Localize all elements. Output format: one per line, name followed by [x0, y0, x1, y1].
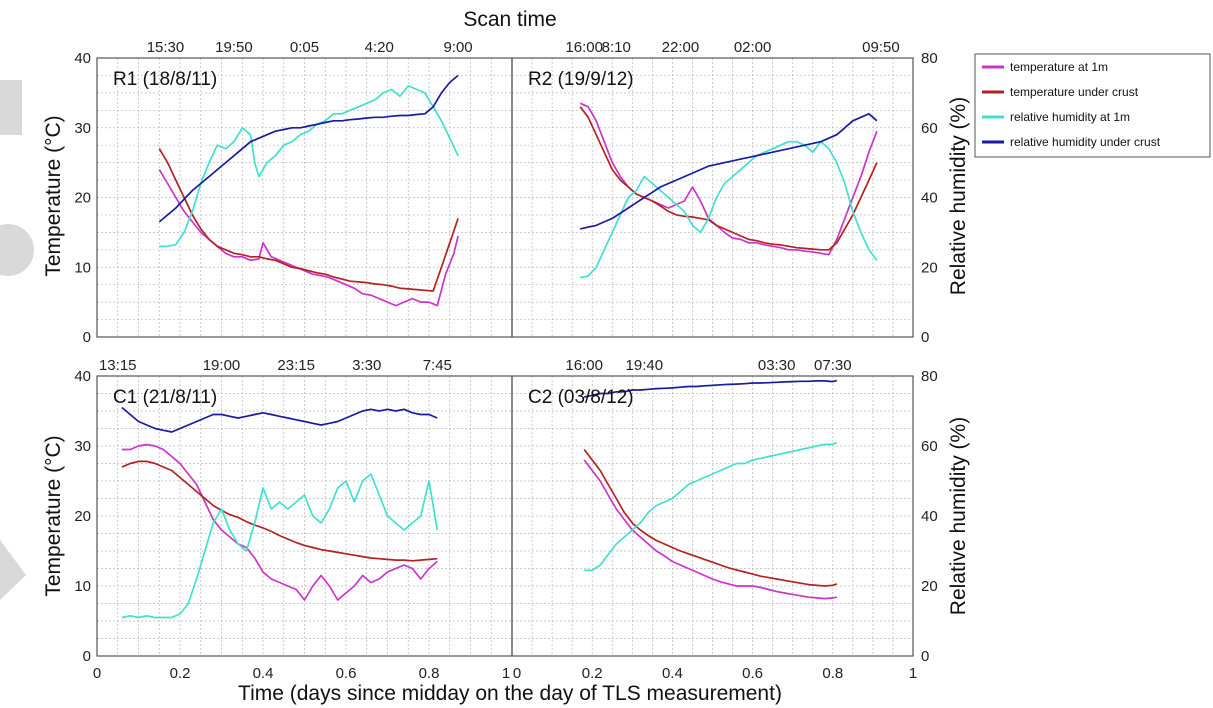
series-line	[583, 459, 837, 600]
series-line	[583, 448, 838, 587]
scan-time-label: 19:40	[626, 357, 664, 374]
scan-time-label: 02:00	[734, 39, 772, 56]
y-axis-label-left-top: Temperature (°C)	[42, 115, 65, 276]
series-line	[580, 140, 878, 279]
scan-time-label: 19:00	[203, 357, 241, 374]
y2-tick-label: 60	[921, 120, 938, 137]
y-axis-label-right-top: Relative humidity (%)	[947, 97, 970, 295]
scan-time-label: 8:10	[602, 39, 631, 56]
legend-label: temperature at 1m	[1010, 60, 1108, 74]
plot-frame	[511, 375, 914, 657]
panel-4: C2 (03/8/12) 16:00 19:40 03:30 07:30 0 20 40 60 8…	[511, 357, 938, 682]
series-line	[121, 406, 438, 433]
scan-time-label: 09:50	[862, 39, 900, 56]
series-line	[159, 85, 459, 248]
scan-time-label: 7:45	[423, 357, 452, 374]
scan-time-label: 3:30	[352, 357, 381, 374]
series-line	[158, 74, 459, 223]
x-tick-label: 0	[93, 665, 101, 682]
panel-title: R2 (19/9/12)	[528, 69, 634, 90]
y-tick-label: 10	[74, 578, 91, 595]
scan-time-label: 23:15	[277, 357, 315, 374]
plot-frame	[511, 57, 914, 338]
x-tick-label: 0.6	[742, 665, 763, 682]
y2-tick-label: 60	[921, 438, 938, 455]
series-line	[121, 443, 438, 601]
x-tick-label: 0.8	[419, 665, 440, 682]
top-label: Scan time	[463, 8, 556, 31]
y-tick-label: 30	[74, 120, 91, 137]
scan-time-label: 07:30	[814, 357, 852, 374]
scan-time-label: 19:50	[215, 39, 253, 56]
panel-2: R2 (19/9/12) 16:008:10 22:00 02:00 09:50 0 20 4…	[511, 39, 938, 346]
scan-time-label: 16:00	[565, 357, 603, 374]
panel-title: R1 (18/8/11)	[113, 69, 217, 90]
y-tick-label: 30	[74, 438, 91, 455]
y-tick-label: 20	[74, 508, 91, 525]
x-tick-label: 0.2	[170, 665, 191, 682]
series-line	[121, 460, 438, 562]
x-tick-label: 0.4	[253, 665, 274, 682]
x-tick-label: 0	[513, 665, 521, 682]
decoration	[0, 80, 22, 135]
y2-tick-label: 20	[921, 578, 938, 595]
y-tick-label: 40	[74, 50, 91, 67]
x-axis-label: Time (days since midday on the day of TL…	[238, 682, 782, 705]
decoration	[0, 540, 26, 600]
decoration	[0, 224, 34, 276]
series-line	[158, 148, 459, 292]
legend-box	[974, 53, 1211, 158]
x-tick-label: 0.2	[582, 665, 603, 682]
panel-title: C2 (03/8/12)	[528, 387, 634, 408]
series-line	[158, 169, 459, 307]
y-tick-label: 0	[83, 648, 91, 665]
y2-tick-label: 80	[921, 368, 938, 385]
y-axis-label-right-bottom: Relative humidity (%)	[947, 417, 970, 615]
series-line	[121, 473, 439, 619]
series-line	[584, 441, 838, 572]
x-tick-label: 1	[502, 665, 510, 682]
series-line	[579, 106, 878, 251]
legend: temperature at 1m temperature under crust…	[974, 53, 1211, 158]
scan-time-label: 22:00	[662, 39, 700, 56]
scan-time-label: 15:30	[147, 39, 185, 56]
y2-tick-label: 0	[921, 329, 929, 346]
scan-time-label: 9:00	[443, 39, 472, 56]
legend-label: temperature under crust	[1010, 85, 1139, 99]
panels: R1 (18/8/11)15:30 19:50 0:05 4:20 9:00010203…	[74, 39, 937, 682]
scan-time-label: 16:00	[565, 39, 603, 56]
y2-tick-label: 0	[921, 648, 929, 665]
panel-1: R1 (18/8/11) 15:30 19:50 0:05 4:20 9:00 0 10 20 3…	[74, 39, 513, 346]
x-tick-label: 0.4	[662, 665, 683, 682]
legend-label: relative humidity at 1m	[1010, 110, 1130, 124]
series-line	[580, 112, 878, 230]
legend-label: relative humidity under crust	[1010, 135, 1161, 149]
x-tick-label: 1	[909, 665, 917, 682]
series-line	[584, 379, 838, 398]
y-tick-label: 10	[74, 259, 91, 276]
y2-tick-label: 20	[921, 259, 938, 276]
x-tick-label: 0.8	[822, 665, 843, 682]
y-tick-label: 20	[74, 190, 91, 207]
y-tick-label: 40	[74, 368, 91, 385]
y2-tick-label: 40	[921, 508, 938, 525]
y2-tick-label: 40	[921, 190, 938, 207]
y-tick-label: 0	[83, 329, 91, 346]
x-tick-label: 0.6	[336, 665, 357, 682]
panel-title: C1 (21/8/11)	[113, 387, 217, 408]
scan-time-label: 0:05	[290, 39, 319, 56]
scan-time-label: 13:15	[99, 357, 137, 374]
panel-3: C1 (21/8/11)13:15 19:00 23:15 3:30 7:4501020…	[74, 357, 513, 682]
scan-time-label: 4:20	[365, 39, 394, 56]
scan-time-label: 03:30	[758, 357, 796, 374]
y2-tick-label: 80	[921, 50, 938, 67]
y-axis-label-left-bottom: Temperature (°C)	[42, 435, 65, 596]
